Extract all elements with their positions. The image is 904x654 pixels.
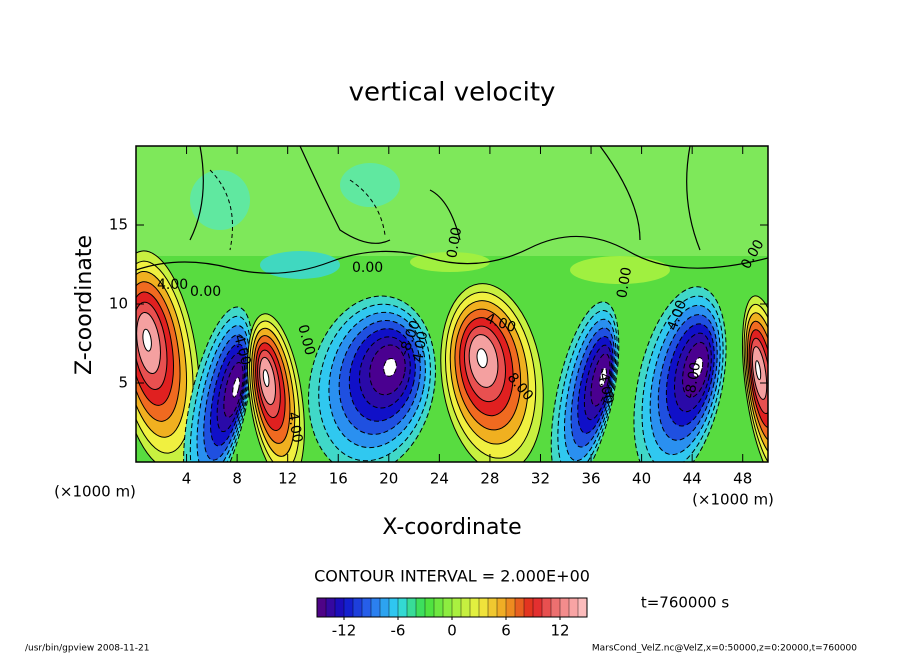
contour-label: -4.00 bbox=[594, 367, 616, 405]
contour-label: 4.00 bbox=[410, 330, 431, 363]
colorbar-cell bbox=[352, 597, 363, 618]
colorbar-cell bbox=[514, 597, 525, 618]
footer-right: MarsCond_VelZ.nc@VelZ,x=0:50000,z=0:2000… bbox=[592, 644, 857, 654]
colorbar-cell bbox=[415, 597, 426, 618]
blob bbox=[308, 295, 436, 462]
x-tick-label: 12 bbox=[278, 470, 297, 488]
contour-label: 0.00 bbox=[352, 260, 383, 276]
x-tick-label: 28 bbox=[480, 470, 499, 488]
contour-label: 4.00 bbox=[230, 333, 254, 367]
colorbar-tick-label: 12 bbox=[550, 622, 569, 640]
contour-field bbox=[136, 146, 768, 462]
y-tick-label: 5 bbox=[118, 374, 128, 392]
y-axis-label: Z-coordinate bbox=[72, 235, 97, 375]
blob bbox=[742, 295, 768, 462]
colorbar-cell bbox=[559, 597, 570, 618]
colorbar-cell bbox=[496, 597, 507, 618]
contour-level bbox=[142, 328, 152, 352]
blob bbox=[247, 313, 305, 462]
y-tick-label: 10 bbox=[109, 295, 128, 313]
colorbar-cell bbox=[361, 597, 372, 618]
contour-level bbox=[383, 357, 397, 377]
chart-title: vertical velocity bbox=[349, 78, 556, 108]
x-tick-label: 44 bbox=[683, 470, 702, 488]
colorbar-cell bbox=[424, 597, 435, 618]
field-patch bbox=[260, 251, 340, 279]
contour-label: 0.00 bbox=[614, 266, 635, 299]
contour-line bbox=[209, 169, 386, 251]
blob bbox=[440, 283, 544, 462]
x-tick-label: 16 bbox=[329, 470, 348, 488]
blob bbox=[136, 250, 200, 462]
contour-level bbox=[232, 377, 240, 398]
contour-interval: CONTOUR INTERVAL = 2.000E+00 bbox=[314, 567, 590, 586]
colorbar-cell bbox=[388, 597, 399, 618]
colorbar-cell bbox=[316, 597, 327, 618]
x-axis-label: X-coordinate bbox=[382, 515, 521, 540]
colorbar-cell bbox=[334, 597, 345, 618]
colorbar-tick-label: 0 bbox=[447, 622, 457, 640]
blob bbox=[183, 306, 253, 462]
contour-label: 4.00 bbox=[284, 411, 305, 444]
colorbar-tick-label: -6 bbox=[391, 622, 406, 640]
x-tick-label: 32 bbox=[531, 470, 550, 488]
contour-label: 4.00 bbox=[157, 277, 188, 293]
y-tick-label: 15 bbox=[109, 216, 128, 234]
x-tick-label: 8 bbox=[232, 470, 242, 488]
colorbar-cell bbox=[325, 597, 336, 618]
x-tick-label: 20 bbox=[379, 470, 398, 488]
colorbar-cell bbox=[343, 597, 354, 618]
contour-line bbox=[136, 235, 768, 274]
contour-level bbox=[262, 369, 270, 388]
contour-level bbox=[755, 360, 762, 381]
colorbar-cell bbox=[370, 597, 381, 618]
x-unit-label: (×1000 m) bbox=[692, 491, 774, 509]
colorbar-cell bbox=[550, 597, 561, 618]
colorbar-cell bbox=[379, 597, 390, 618]
colorbar-cell bbox=[523, 597, 534, 618]
colorbar-tick-label: 6 bbox=[501, 622, 511, 640]
colorbar-cell bbox=[568, 597, 579, 618]
x-unit-label: (×1000 m) bbox=[54, 483, 136, 501]
x-tick-label: 24 bbox=[430, 470, 449, 488]
colorbar-frame bbox=[316, 597, 588, 618]
contour-label: 0.00 bbox=[294, 323, 318, 357]
x-tick-label: 48 bbox=[733, 470, 752, 488]
x-tick-label: 40 bbox=[632, 470, 651, 488]
field-patch bbox=[190, 170, 250, 230]
contour-level bbox=[599, 367, 607, 388]
colorbar-cell bbox=[406, 597, 417, 618]
footer-left: /usr/bin/gpview 2008-11-21 bbox=[25, 644, 149, 654]
x-tick-label: 36 bbox=[581, 470, 600, 488]
blob bbox=[633, 286, 727, 462]
contour-label: 0.00 bbox=[444, 226, 465, 259]
contour-level bbox=[692, 357, 704, 378]
colorbar-cell bbox=[451, 597, 462, 618]
time-label: t=760000 s bbox=[641, 594, 729, 612]
colorbar-cell bbox=[577, 597, 588, 618]
x-tick-label: 4 bbox=[182, 470, 192, 488]
contour-line bbox=[189, 146, 701, 251]
field-patch bbox=[570, 256, 670, 284]
colorbar-tick-label: -12 bbox=[332, 622, 357, 640]
colorbar-cell bbox=[433, 597, 444, 618]
colorbar-cell bbox=[541, 597, 552, 618]
colorbar-cell bbox=[469, 597, 480, 618]
colorbar-cell bbox=[487, 597, 498, 618]
colorbar-cell bbox=[397, 597, 408, 618]
contour-level bbox=[476, 348, 488, 369]
colorbar-cell bbox=[505, 597, 516, 618]
contour-label: -8.00 bbox=[682, 361, 704, 399]
field-patch bbox=[340, 163, 400, 207]
colorbar-cell bbox=[532, 597, 543, 618]
contour-label: 0.00 bbox=[190, 284, 221, 300]
colorbar-cell bbox=[442, 597, 453, 618]
colorbar-cell bbox=[460, 597, 471, 618]
blob bbox=[550, 301, 620, 462]
colorbar-cell bbox=[478, 597, 489, 618]
